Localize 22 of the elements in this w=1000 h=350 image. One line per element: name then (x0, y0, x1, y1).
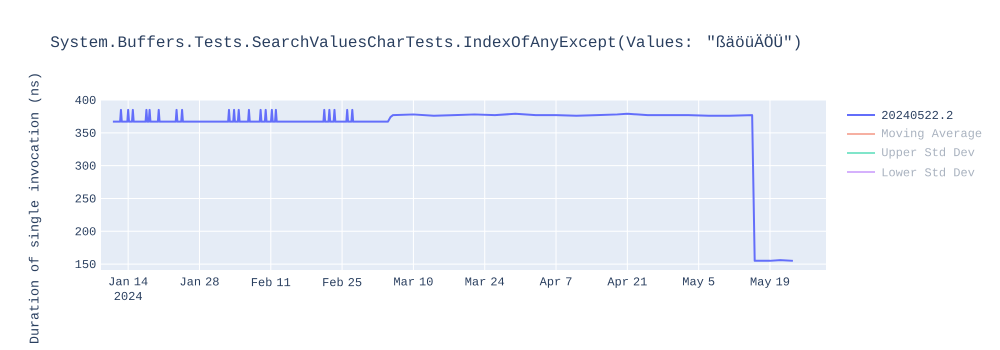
x-tick-label: Jan 28 (180, 277, 219, 286)
y-tick-label: 400 (75, 96, 96, 104)
legend-label: 20240522.2 (882, 110, 952, 120)
x-tick-label: Mar 24 (465, 277, 504, 286)
legend-label: Upper Std Dev (882, 147, 974, 159)
legend-label: Moving Average (882, 128, 982, 140)
x-tick-label: May 5 (683, 277, 714, 288)
x-tick-label: Apr 21 (607, 277, 647, 288)
x-tick-label: Feb 11 (252, 277, 290, 286)
y-tick-label: 350 (75, 128, 96, 137)
chart-title: System.Buffers.Tests.SearchValuesCharTests.IndexOfAnyExcept(Values: "ßäöüÄÖÜ") (50, 34, 800, 50)
x-tick-label: Apr 7 (540, 277, 572, 288)
y-axis-title: Duration of single invocation (ns) (28, 74, 42, 343)
x-tick-label: Mar 10 (394, 277, 433, 286)
legend-label: Lower Std Dev (882, 168, 974, 176)
x-tick-label: May 19 (750, 277, 790, 288)
y-tick-label: 150 (76, 260, 96, 268)
y-tick-label: 200 (76, 227, 96, 236)
y-tick-label: 250 (76, 194, 96, 203)
x-tick-label: Feb 25 (323, 277, 362, 286)
x-tick-label: Jan 14 2024 (109, 277, 148, 300)
y-tick-label: 300 (75, 162, 96, 170)
